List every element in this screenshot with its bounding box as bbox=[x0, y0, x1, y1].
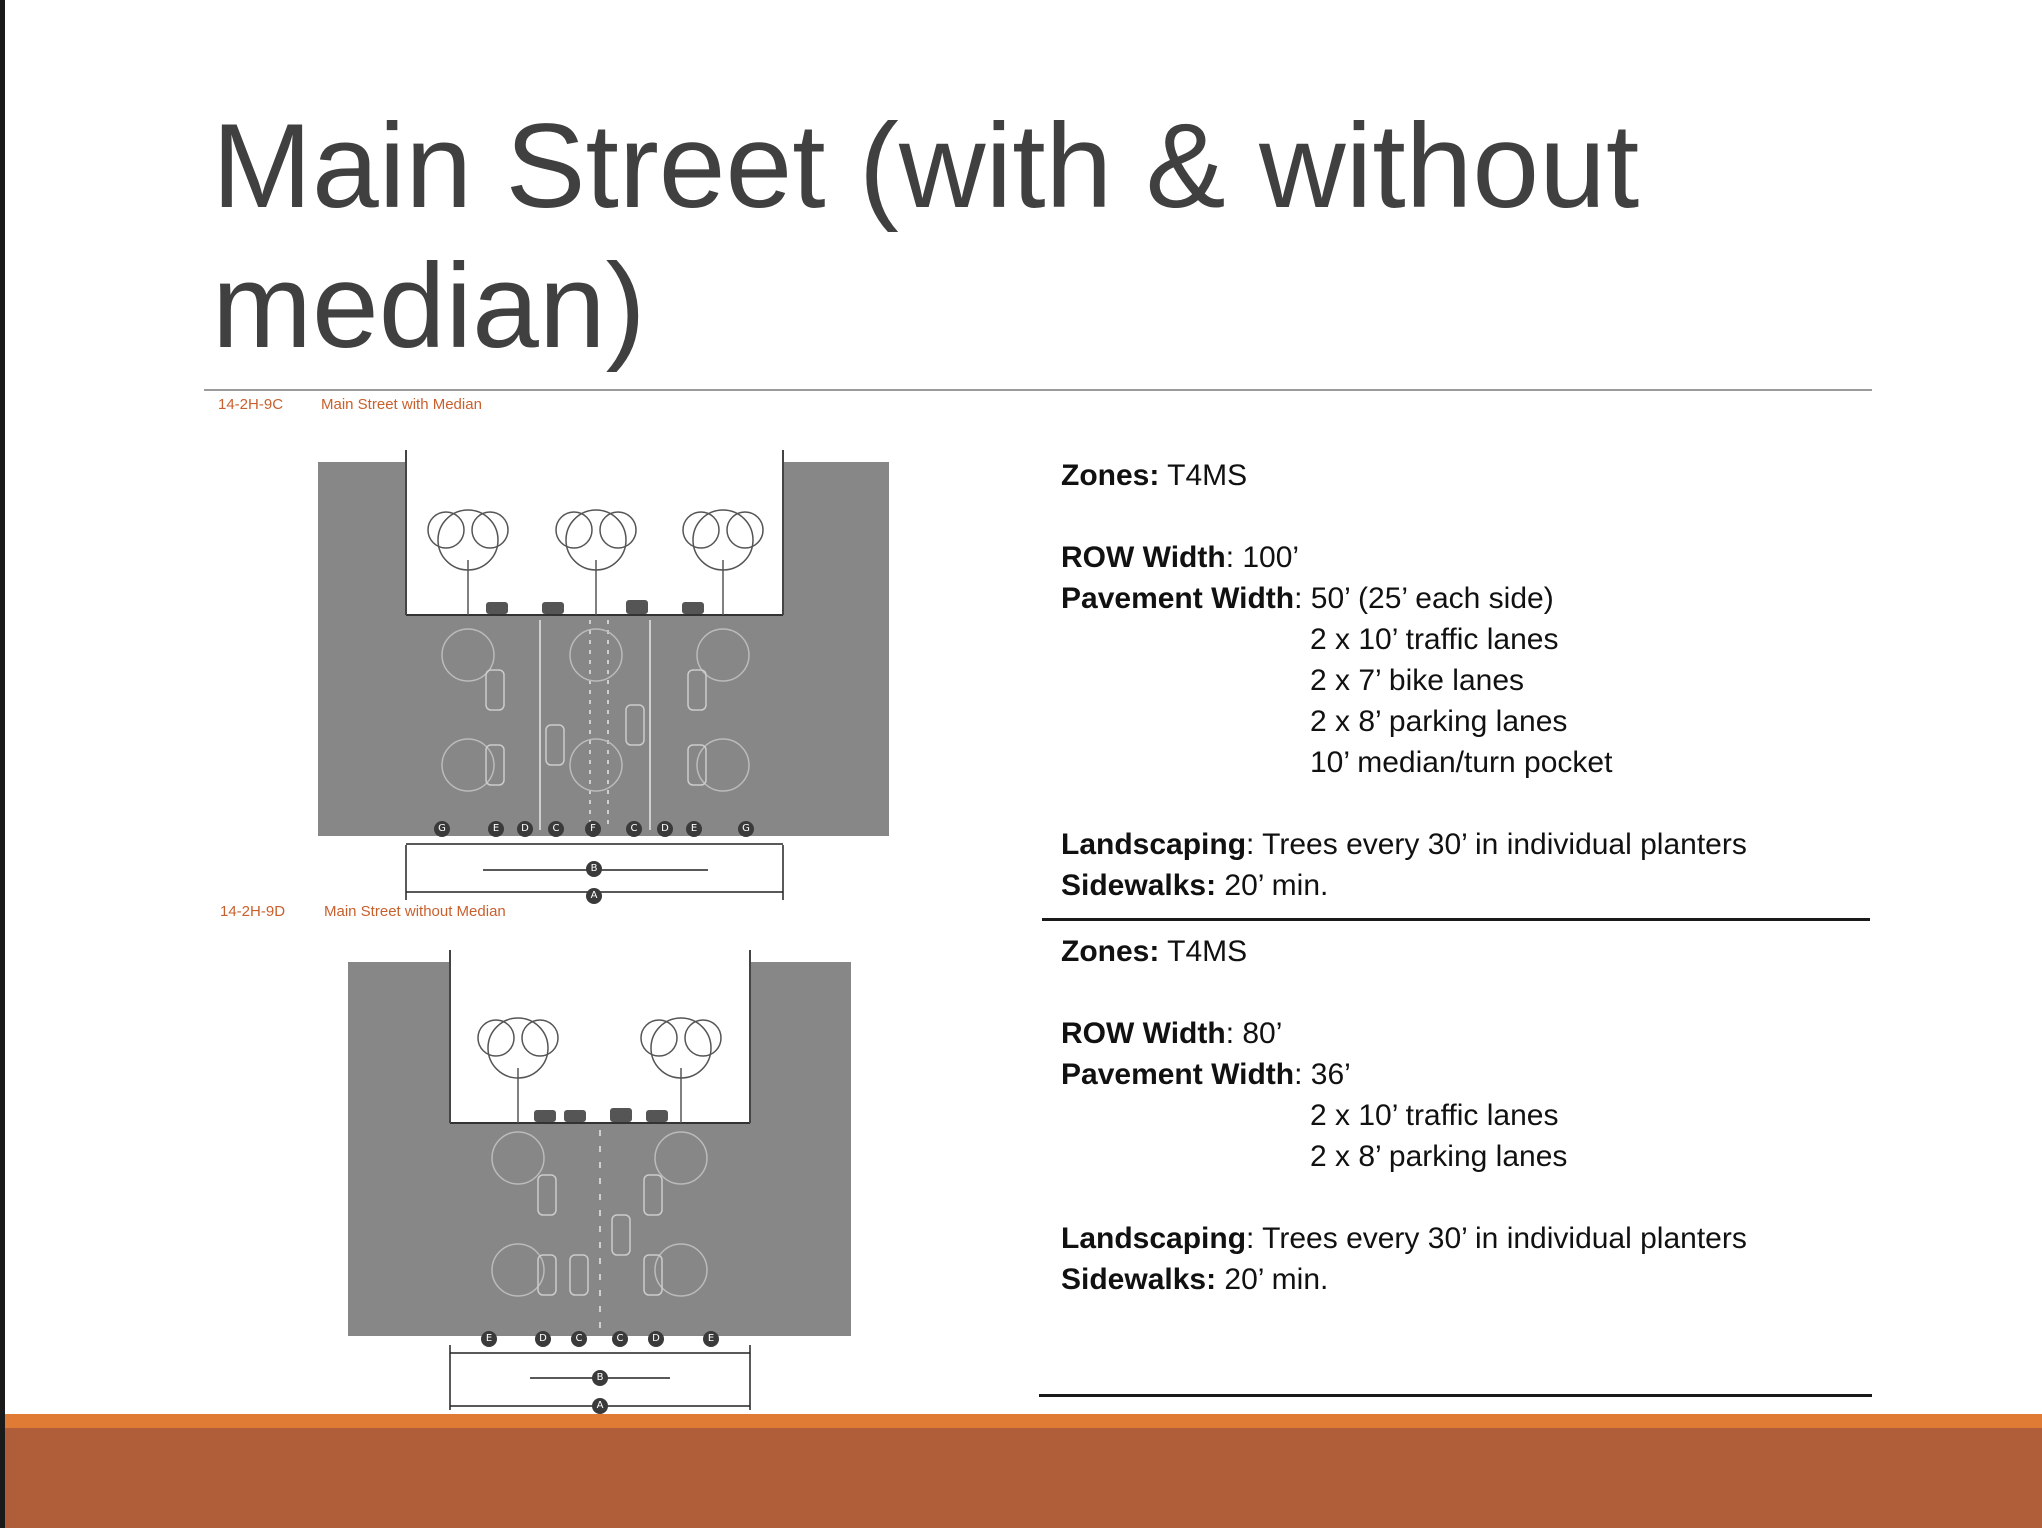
footer-accent-band bbox=[5, 1414, 2042, 1428]
row-width-label: ROW Width bbox=[1061, 1017, 1226, 1050]
dimension-marker: G bbox=[434, 821, 450, 837]
dimension-marker: E bbox=[488, 821, 504, 837]
zones-value: T4MS bbox=[1167, 459, 1248, 492]
plan-cars bbox=[537, 1174, 663, 1296]
trees bbox=[477, 1017, 722, 1123]
dimension-marker: G bbox=[738, 821, 754, 837]
specs-without-median: Zones: T4MS ROW Width: 80’ Pavement Widt… bbox=[1061, 931, 1747, 1300]
landscaping-value: : Trees every 30’ in individual planters bbox=[1246, 828, 1747, 861]
pavement-width-label: Pavement Width bbox=[1061, 582, 1295, 615]
zones-label: Zones: bbox=[1061, 935, 1160, 968]
title-divider bbox=[204, 389, 1872, 391]
sidewalks-value: 20’ min. bbox=[1224, 1263, 1329, 1296]
pavement-width-label: Pavement Width bbox=[1061, 1058, 1295, 1091]
zones-value: T4MS bbox=[1167, 935, 1248, 968]
dimension-marker: C bbox=[548, 821, 564, 837]
plan-trees bbox=[491, 1131, 708, 1297]
street-section-without-median bbox=[348, 940, 852, 1416]
lane-item: 2 x 10’ traffic lanes bbox=[1310, 623, 1559, 656]
building-left bbox=[348, 962, 450, 1336]
dimension-marker: E bbox=[703, 1331, 719, 1347]
building-right bbox=[783, 462, 889, 836]
left-frame-edge bbox=[0, 0, 5, 1528]
slide-title: Main Street (with & without median) bbox=[212, 99, 1640, 373]
landscaping-label: Landscaping bbox=[1061, 828, 1247, 861]
specs-with-median: Zones: T4MS ROW Width: 100’ Pavement Wid… bbox=[1061, 455, 1747, 906]
street-plan bbox=[406, 615, 783, 836]
figure-1-caption: Main Street with Median bbox=[321, 396, 482, 413]
cars-section bbox=[534, 1108, 668, 1122]
footer-band bbox=[5, 1428, 2042, 1528]
dimension-marker: D bbox=[657, 821, 673, 837]
dimension-marker-total: A bbox=[592, 1398, 608, 1414]
figure-2-caption: Main Street without Median bbox=[324, 903, 506, 920]
dimension-marker: E bbox=[481, 1331, 497, 1347]
plan-cars bbox=[485, 669, 707, 786]
lane-item: 2 x 8’ parking lanes bbox=[1310, 1140, 1568, 1173]
row-width-value: : 100’ bbox=[1225, 541, 1300, 574]
specs-divider bbox=[1042, 918, 1870, 921]
sidewalks-label: Sidewalks: bbox=[1061, 869, 1217, 902]
pavement-width-value: : 50’ (25’ each side) bbox=[1294, 582, 1554, 615]
dimension-marker: D bbox=[648, 1331, 664, 1347]
dimension-marker-total: B bbox=[586, 861, 602, 877]
landscaping-label: Landscaping bbox=[1061, 1222, 1247, 1255]
trees bbox=[427, 509, 764, 615]
figure-2-code: 14-2H-9D bbox=[220, 903, 286, 920]
sidewalks-label: Sidewalks: bbox=[1061, 1263, 1217, 1296]
dimension-marker: D bbox=[535, 1331, 551, 1347]
specs-bottom-divider bbox=[1039, 1394, 1872, 1397]
building-right bbox=[750, 962, 851, 1336]
zones-label: Zones: bbox=[1061, 459, 1160, 492]
figure-1-code: 14-2H-9C bbox=[218, 396, 284, 413]
lane-item: 2 x 7’ bike lanes bbox=[1310, 664, 1525, 697]
row-width-value: : 80’ bbox=[1225, 1017, 1283, 1050]
dimension-marker: D bbox=[517, 821, 533, 837]
dimension-marker-total: B bbox=[592, 1370, 608, 1386]
plan-trees bbox=[441, 628, 750, 792]
cars-section bbox=[486, 600, 704, 614]
pavement-width-value: : 36’ bbox=[1294, 1058, 1351, 1091]
lane-item: 10’ median/turn pocket bbox=[1310, 746, 1613, 779]
street-section-with-median bbox=[318, 430, 890, 910]
dimension-marker: E bbox=[686, 821, 702, 837]
lane-item: 2 x 8’ parking lanes bbox=[1310, 705, 1568, 738]
landscaping-value: : Trees every 30’ in individual planters bbox=[1246, 1222, 1747, 1255]
row-width-label: ROW Width bbox=[1061, 541, 1226, 574]
building-left bbox=[318, 462, 406, 836]
dimension-marker-total: A bbox=[586, 888, 602, 904]
dimension-marker: F bbox=[585, 821, 601, 837]
lane-item: 2 x 10’ traffic lanes bbox=[1310, 1099, 1559, 1132]
dimension-marker: C bbox=[571, 1331, 587, 1347]
lane-lines bbox=[539, 620, 651, 830]
dimension-marker: C bbox=[612, 1331, 628, 1347]
dimension-marker: C bbox=[626, 821, 642, 837]
sidewalks-value: 20’ min. bbox=[1224, 869, 1329, 902]
